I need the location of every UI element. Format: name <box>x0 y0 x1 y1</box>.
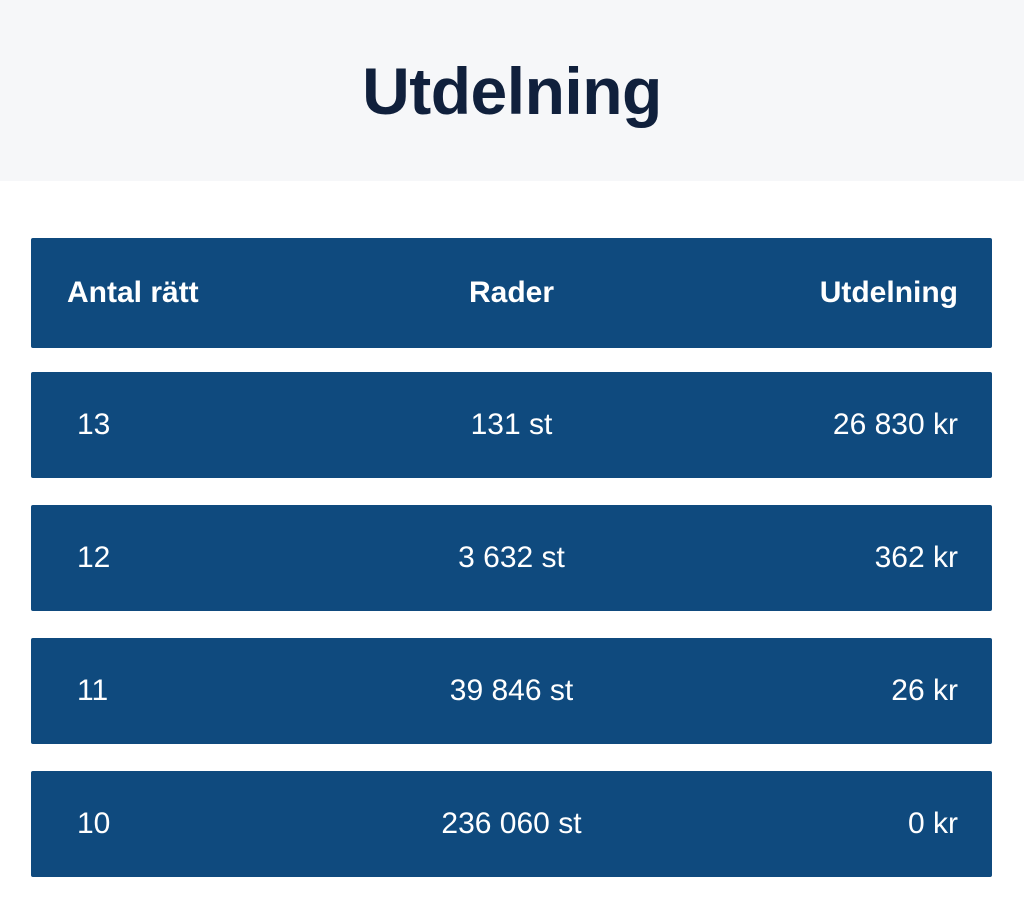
cell-rader: 39 846 st <box>449 674 574 707</box>
cell-utdelning: 26 830 kr <box>832 408 958 441</box>
page-title: Utdelning <box>362 53 662 128</box>
page-header: Utdelning <box>0 0 1024 181</box>
cell-antal-ratt: 13 <box>77 408 111 441</box>
table-header-row: Antal rätt Rader Utdelning <box>31 238 992 348</box>
cell-utdelning: 362 kr <box>874 541 958 574</box>
cell-rader: 3 632 st <box>458 541 565 574</box>
main-content: Antal rätt Rader Utdelning 13 131 st 26 … <box>0 181 1024 877</box>
cell-antal-ratt: 11 <box>77 674 109 707</box>
cell-utdelning: 26 kr <box>891 674 958 707</box>
cell-utdelning: 0 kr <box>907 807 958 840</box>
column-header-rader: Rader <box>468 276 555 309</box>
payout-table: Antal rätt Rader Utdelning 13 131 st 26 … <box>31 238 992 877</box>
column-header-utdelning: Utdelning <box>819 276 958 309</box>
cell-rader: 131 st <box>470 408 553 441</box>
cell-rader: 236 060 st <box>441 807 582 840</box>
column-header-antal-ratt: Antal rätt <box>67 276 199 309</box>
table-row: 11 39 846 st 26 kr <box>31 638 992 744</box>
table-row: 13 131 st 26 830 kr <box>31 372 992 478</box>
cell-antal-ratt: 12 <box>77 541 111 574</box>
cell-antal-ratt: 10 <box>77 807 111 840</box>
table-row: 10 236 060 st 0 kr <box>31 771 992 877</box>
table-row: 12 3 632 st 362 kr <box>31 505 992 611</box>
